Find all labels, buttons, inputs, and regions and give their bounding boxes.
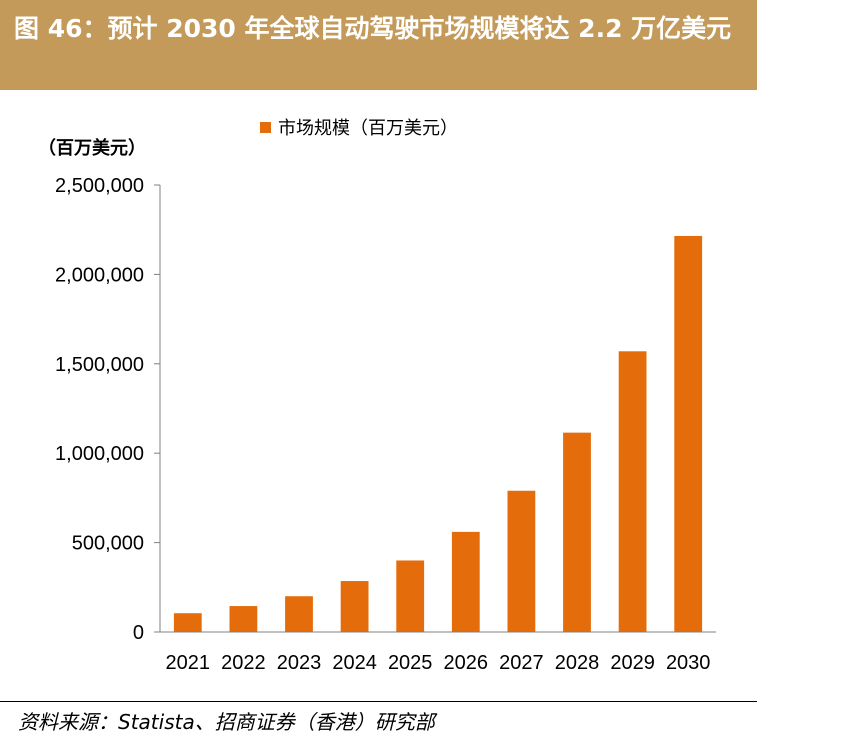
- legend-label: 市场规模（百万美元）: [278, 118, 458, 139]
- y-tick-label: 1,500,000: [55, 354, 144, 376]
- bar-2028: [563, 432, 591, 632]
- bar-series: [173, 235, 703, 632]
- x-tick-label: 2026: [444, 652, 489, 674]
- x-tick-label: 2021: [166, 652, 211, 674]
- y-tick-label: 2,500,000: [55, 175, 144, 197]
- chart-container: （百万美元） 市场规模（百万美元） 0 500,000 1,000,000 1,500…: [0, 90, 853, 695]
- figure-title-bar: 图 46：预计 2030 年全球自动驾驶市场规模将达 2.2 万亿美元: [0, 0, 757, 90]
- bar-2022: [229, 606, 258, 632]
- bar-2030: [674, 235, 703, 632]
- y-axis: 0 500,000 1,000,000 1,500,000 2,000,000 2,500…: [55, 175, 161, 644]
- bar-2026: [451, 531, 480, 632]
- y-unit-label: （百万美元）: [38, 137, 146, 159]
- legend-swatch: [260, 122, 271, 133]
- bar-2023: [285, 596, 313, 632]
- x-tick-label: 2030: [666, 652, 711, 674]
- x-tick-label: 2029: [610, 652, 655, 674]
- source-note: 资料来源：Statista、招商证券（香港）研究部: [18, 710, 435, 734]
- bar-2021: [173, 613, 202, 632]
- bar-2024: [340, 581, 369, 632]
- y-tick-label: 1,000,000: [55, 443, 144, 465]
- x-tick-label: 2022: [221, 652, 266, 674]
- x-tick-label: 2025: [388, 652, 433, 674]
- x-tick-label: 2027: [499, 652, 544, 674]
- figure-title: 图 46：预计 2030 年全球自动驾驶市场规模将达 2.2 万亿美元: [14, 14, 732, 43]
- source-divider: [0, 701, 757, 702]
- y-tick-label: 2,000,000: [55, 264, 144, 286]
- y-tick-label: 500,000: [72, 533, 144, 555]
- x-tick-label: 2028: [555, 652, 600, 674]
- bar-chart: （百万美元） 市场规模（百万美元） 0 500,000 1,000,000 1,500…: [38, 118, 716, 674]
- x-axis: 2021 2022 2023 2024 2025 2026 2027 2028 2029 2030: [160, 631, 716, 674]
- bar-2025: [396, 560, 425, 632]
- bar-2027: [507, 490, 536, 632]
- x-tick-label: 2024: [332, 652, 377, 674]
- bar-2029: [618, 351, 647, 632]
- y-tick-label: 0: [133, 622, 144, 644]
- x-tick-label: 2023: [277, 652, 322, 674]
